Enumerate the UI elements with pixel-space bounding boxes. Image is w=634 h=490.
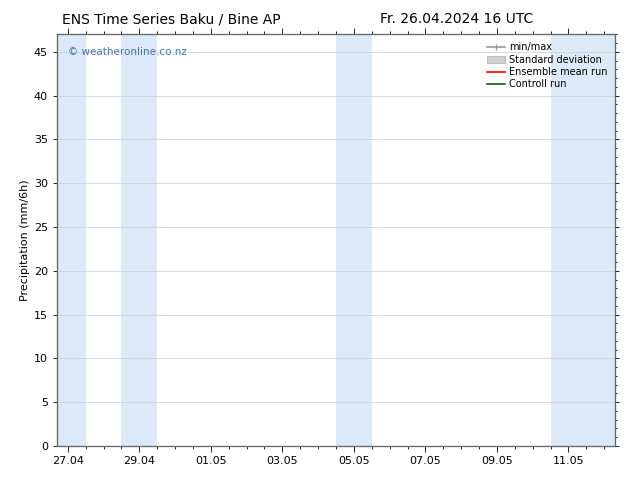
Bar bbox=[550, 34, 615, 446]
Bar bbox=[122, 34, 157, 446]
Bar bbox=[336, 34, 372, 446]
Legend: min/max, Standard deviation, Ensemble mean run, Controll run: min/max, Standard deviation, Ensemble me… bbox=[484, 39, 610, 92]
Text: ENS Time Series Baku / Bine AP: ENS Time Series Baku / Bine AP bbox=[62, 12, 280, 26]
Text: © weatheronline.co.nz: © weatheronline.co.nz bbox=[68, 47, 187, 57]
Y-axis label: Precipitation (mm/6h): Precipitation (mm/6h) bbox=[20, 179, 30, 301]
Text: Fr. 26.04.2024 16 UTC: Fr. 26.04.2024 16 UTC bbox=[380, 12, 533, 26]
Bar bbox=[57, 34, 86, 446]
